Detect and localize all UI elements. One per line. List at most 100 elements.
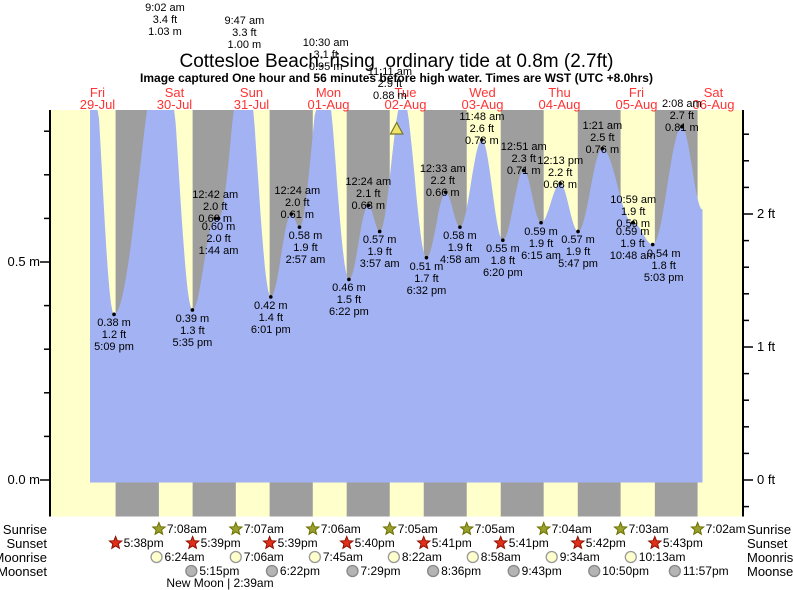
- tide-dot: [458, 225, 462, 229]
- moonrise-row-label-right: Moonrise: [747, 550, 793, 565]
- day-date-label: 31-Jul: [233, 97, 270, 112]
- left-axis-minor-tick: [44, 304, 50, 307]
- high-tide-annotation: 2:08 am 2.7 ft 0.81 m: [634, 98, 730, 134]
- low-tide-annotation: 0.57 m 1.9 ft 5:47 pm: [530, 234, 626, 270]
- tide-water-area: [90, 110, 703, 483]
- sunrise-time: 7:02am: [705, 522, 746, 536]
- right-axis-minor-tick: [743, 505, 749, 508]
- tide-annotation-line: 1.00 m: [227, 39, 262, 51]
- right-axis-minor-tick: [743, 133, 749, 135]
- high-tide-annotation: 12:42 am 2.0 ft 0.60 m: [167, 189, 263, 225]
- tide-annotation-line: 9:02 am: [145, 2, 185, 14]
- tide-dot: [347, 277, 351, 282]
- low-tide-annotation: 0.60 m 2.0 ft 1:44 am: [171, 221, 267, 257]
- tide-annotation-line: 6:20 pm: [482, 267, 523, 280]
- tide-annotation-line: 6:22 pm: [329, 306, 369, 319]
- tide-annotation-line: 1.8 ft: [651, 259, 676, 272]
- tide-dot: [297, 225, 302, 229]
- left-axis-line: [49, 110, 51, 517]
- sunset-time: 5:43pm: [662, 536, 703, 550]
- tide-dot: [190, 308, 195, 312]
- left-axis-tick-label: 0.0 m: [7, 472, 40, 487]
- tide-annotation-line: 0.81 m: [665, 121, 699, 134]
- low-tide-annotation: 0.39 m 1.3 ft 5:35 pm: [144, 313, 240, 349]
- tide-dot: [558, 181, 562, 186]
- tide-annotation-line: 5:09 pm: [94, 341, 134, 354]
- day-date-label: 30-Jul: [156, 97, 193, 112]
- tide-dot: [216, 216, 221, 221]
- moonrise-time: 6:24am: [164, 550, 205, 564]
- tide-annotation-line: 0.58 m: [288, 230, 323, 243]
- right-axis-minor-tick: [743, 160, 749, 162]
- tide-annotation-line: 0.59 m: [615, 225, 650, 238]
- tide-dot: [680, 125, 684, 129]
- tide-dot: [480, 138, 484, 142]
- sunset-star-icon: [185, 535, 201, 550]
- high-tide-annotation: 11:11 am 2.9 ft 0.88 m: [342, 66, 438, 102]
- tide-annotation-line: 12:51 am: [500, 141, 547, 154]
- sunrise-star-icon: [305, 521, 321, 536]
- sunset-star-icon: [108, 535, 124, 550]
- right-axis-major-tick: [743, 479, 753, 481]
- sunset-star-icon: [339, 535, 355, 550]
- tide-annotation-line: 0.59 m: [616, 217, 651, 230]
- tide-annotation-line: 3.3 ft: [232, 27, 257, 39]
- sunrise-time: 7:05am: [397, 522, 438, 536]
- tide-annotation-line: 3:57 am: [359, 258, 400, 271]
- moonrise-time: 8:22am: [401, 550, 442, 564]
- moonrise-circle-icon: [624, 550, 637, 564]
- tide-annotation-line: 0.51 m: [409, 260, 444, 273]
- tide-annotation-line: 2:57 am: [285, 254, 326, 267]
- right-axis-minor-tick: [743, 319, 749, 322]
- tide-annotation-line: 1.9 ft: [620, 237, 645, 250]
- tide-annotation-line: 4:58 am: [440, 254, 480, 267]
- right-axis-minor-tick: [743, 293, 749, 295]
- low-tide-annotation: 0.58 m 1.9 ft 2:57 am: [257, 230, 353, 266]
- day-weekday-label: Sun: [239, 85, 264, 100]
- tide-annotation-line: 10:48 am: [609, 249, 656, 262]
- low-tide-annotation: 0.42 m 1.4 ft 6:01 pm: [223, 300, 319, 336]
- tide-annotation-line: 0.71 m: [506, 165, 541, 178]
- day-weekday-label: Tue: [394, 85, 417, 100]
- tide-annotation-line: 2.0 ft: [285, 197, 310, 210]
- tide-annotation-line: 0.60 m: [201, 221, 236, 234]
- tide-annotation-line: 0.68 m: [543, 178, 577, 191]
- tide-annotation-line: 2.0 ft: [203, 201, 228, 214]
- moonrise-time: 9:34am: [559, 550, 600, 564]
- tide-annotation-line: 2.0 ft: [206, 233, 231, 246]
- tide-annotation-line: 1.2 ft: [101, 329, 127, 342]
- left-axis-minor-tick: [44, 348, 50, 350]
- tide-dot: [501, 238, 505, 242]
- right-axis-line: [742, 110, 744, 517]
- tide-annotation-line: 1.3 ft: [180, 324, 205, 337]
- tide-annotation-line: 12:33 am: [419, 163, 466, 176]
- tide-dot: [213, 216, 218, 221]
- tide-annotation-line: 0.57 m: [561, 234, 595, 247]
- tide-dot: [366, 203, 371, 208]
- tide-annotation-line: 1.9 ft: [293, 242, 318, 255]
- sunrise-star-icon: [228, 521, 244, 536]
- tide-annotation-line: 10:30 am: [302, 37, 349, 49]
- tide-annotation-line: 0.38 m: [97, 317, 131, 330]
- tide-annotation-line: 0.42 m: [253, 299, 288, 312]
- left-axis-minor-tick: [44, 435, 50, 438]
- tide-annotation-line: 3.1 ft: [313, 49, 338, 61]
- tide-annotation-line: 6:01 pm: [250, 323, 291, 336]
- tide-annotation-line: 0.60 m: [198, 213, 233, 226]
- tide-annotation-line: 1.9 ft: [367, 246, 392, 259]
- moonset-time: 5:15pm: [199, 564, 240, 578]
- sunrise-row-label-left: Sunrise: [2, 522, 47, 537]
- low-tide-annotation: 0.54 m 1.8 ft 5:03 pm: [616, 248, 712, 284]
- tide-annotation-line: 12:42 am: [192, 189, 239, 202]
- moonrise-time: 7:06am: [243, 550, 284, 564]
- moonrise-circle-icon: [229, 550, 242, 564]
- low-tide-annotation: 0.46 m 1.5 ft 6:22 pm: [301, 282, 397, 318]
- tide-annotation-line: 0.58 m: [443, 230, 477, 243]
- day-date-label: 06-Aug: [692, 97, 735, 112]
- day-weekday-label: Fri: [628, 85, 645, 100]
- new-moon-label: New Moon | 2:39am: [166, 576, 274, 590]
- sunrise-time: 7:08am: [166, 522, 207, 536]
- day-date-label: 29-Jul: [79, 97, 116, 112]
